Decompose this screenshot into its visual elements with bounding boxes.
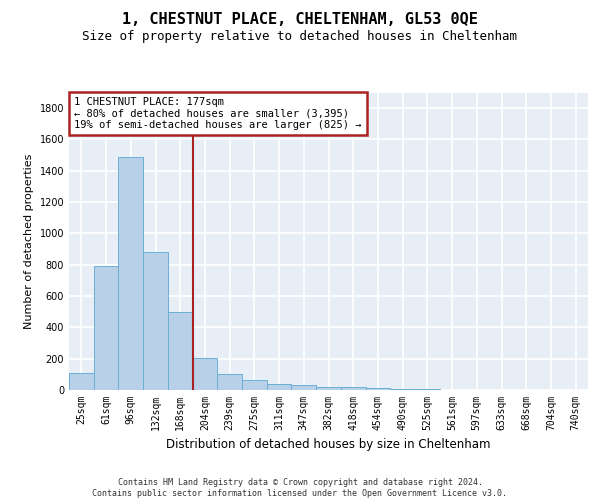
Bar <box>341 387 365 390</box>
Bar <box>365 388 390 390</box>
Text: Contains HM Land Registry data © Crown copyright and database right 2024.
Contai: Contains HM Land Registry data © Crown c… <box>92 478 508 498</box>
Bar <box>94 266 118 390</box>
Text: 1, CHESTNUT PLACE, CHELTENHAM, GL53 0QE: 1, CHESTNUT PLACE, CHELTENHAM, GL53 0QE <box>122 12 478 28</box>
Bar <box>267 384 292 390</box>
Bar <box>118 156 143 390</box>
Bar <box>390 389 415 390</box>
Bar <box>242 380 267 390</box>
Text: Size of property relative to detached houses in Cheltenham: Size of property relative to detached ho… <box>83 30 517 43</box>
Bar <box>193 358 217 390</box>
Bar <box>69 373 94 390</box>
Bar <box>143 252 168 390</box>
Bar <box>292 386 316 390</box>
Y-axis label: Number of detached properties: Number of detached properties <box>24 154 34 329</box>
Text: 1 CHESTNUT PLACE: 177sqm
← 80% of detached houses are smaller (3,395)
19% of sem: 1 CHESTNUT PLACE: 177sqm ← 80% of detach… <box>74 97 362 130</box>
Bar <box>168 312 193 390</box>
Bar <box>217 374 242 390</box>
X-axis label: Distribution of detached houses by size in Cheltenham: Distribution of detached houses by size … <box>166 438 491 452</box>
Bar <box>316 386 341 390</box>
